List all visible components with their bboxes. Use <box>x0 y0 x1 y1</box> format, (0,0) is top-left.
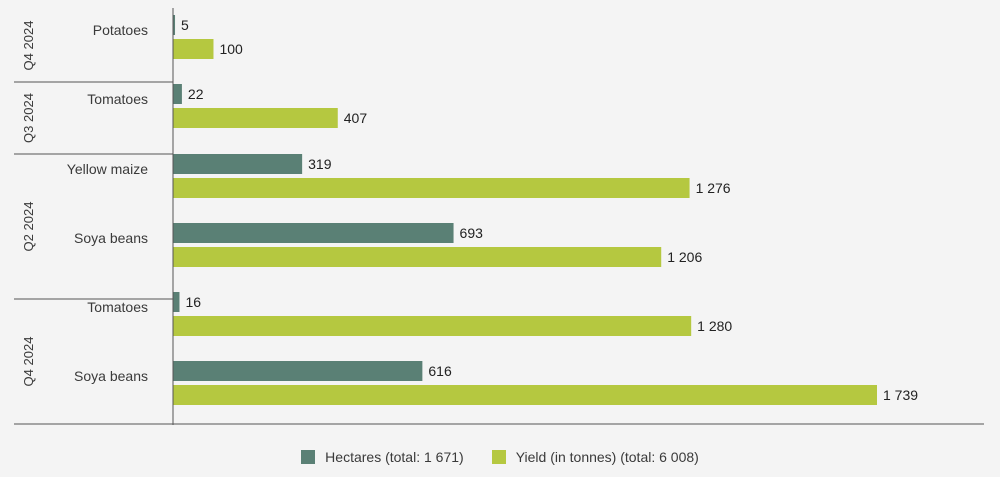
bar-yield <box>173 178 690 198</box>
bar-hectares <box>173 361 423 381</box>
bar-yield <box>173 108 338 128</box>
category-label: Potatoes <box>93 22 148 38</box>
data-label: 407 <box>344 110 368 126</box>
bar-yield <box>173 385 877 405</box>
bar-chart-svg: Q4 2024 Q3 2024 Q2 2024 Q4 2024 Potatoes 5 100… <box>14 8 984 425</box>
legend: Hectares (total: 1 671) Yield (in tonnes… <box>0 449 1000 465</box>
bar-hectares <box>173 154 303 174</box>
legend-item-hectares: Hectares (total: 1 671) <box>301 449 464 465</box>
category-label: Soya beans <box>74 230 148 246</box>
legend-swatch-yield <box>491 450 506 464</box>
category-label: Tomatoes <box>87 91 148 107</box>
bar-yield <box>173 39 214 59</box>
legend-label-hectares: Hectares (total: 1 671) <box>325 449 464 465</box>
data-label: 319 <box>308 156 332 172</box>
legend-item-yield: Yield (in tonnes) (total: 6 008) <box>491 449 699 465</box>
group-label: Q4 2024 <box>21 21 36 71</box>
group-label: Q4 2024 <box>21 337 36 387</box>
data-label: 1 206 <box>667 249 702 265</box>
bar-hectares <box>173 223 454 243</box>
group-label: Q3 2024 <box>21 93 36 143</box>
category-label: Soya beans <box>74 368 148 384</box>
category-label: Tomatoes <box>87 299 148 315</box>
legend-label-yield: Yield (in tonnes) (total: 6 008) <box>515 449 699 465</box>
data-label: 22 <box>188 86 204 102</box>
data-label: 16 <box>185 294 201 310</box>
bar-hectares <box>173 15 176 35</box>
data-label: 1 280 <box>697 318 732 334</box>
data-label: 616 <box>428 363 452 379</box>
bar-yield <box>173 316 692 336</box>
group-label: Q2 2024 <box>21 202 36 252</box>
bar-hectares <box>173 84 182 104</box>
legend-swatch-hectares <box>301 450 316 464</box>
category-label: Yellow maize <box>67 161 148 177</box>
data-label: 1 276 <box>696 180 731 196</box>
data-label: 693 <box>460 225 484 241</box>
data-label: 1 739 <box>883 387 918 403</box>
bar-hectares <box>173 292 180 312</box>
bar-yield <box>173 247 662 267</box>
data-label: 5 <box>181 17 189 33</box>
data-label: 100 <box>219 41 243 57</box>
